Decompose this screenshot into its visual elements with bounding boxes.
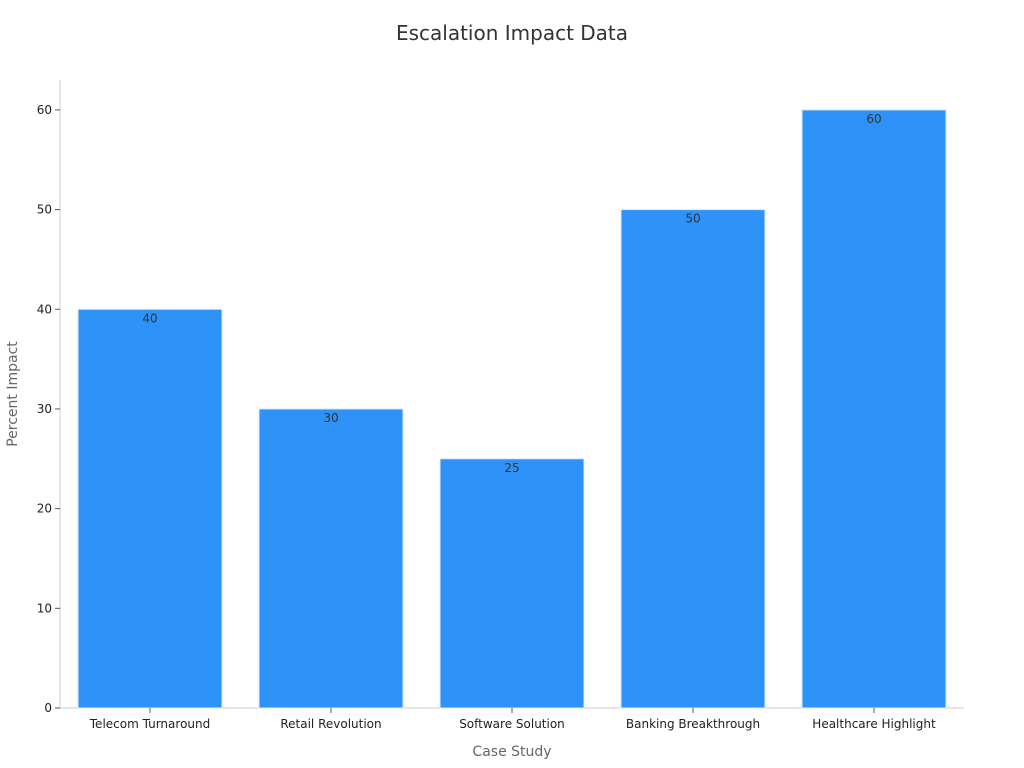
bars: 40 30 25 50 60 <box>77 109 947 709</box>
x-tick-label: Banking Breakthrough <box>626 717 760 731</box>
bar-telecom-turnaround <box>77 308 223 709</box>
y-tick-label: 60 <box>37 103 52 117</box>
bar-value-label: 30 <box>323 411 338 425</box>
x-tick-label: Retail Revolution <box>280 717 381 731</box>
bar-value-label: 40 <box>142 311 157 325</box>
plot-area: 0 10 20 30 40 50 60 40 30 25 50 60 Telecom Turnaro… <box>37 80 964 731</box>
x-axis-label: Case Study <box>472 744 551 760</box>
y-tick-label: 20 <box>37 502 52 516</box>
x-axis-ticks: Telecom Turnaround Retail Revolution Softw… <box>89 708 936 731</box>
y-axis-ticks: 0 10 20 30 40 50 60 <box>37 103 60 715</box>
y-tick-label: 50 <box>37 203 52 217</box>
bar-value-label: 60 <box>866 112 881 126</box>
y-tick-label: 0 <box>44 701 52 715</box>
y-tick-label: 10 <box>37 601 52 615</box>
bar-value-label: 50 <box>685 212 700 226</box>
bar-healthcare-highlight <box>801 109 947 709</box>
bar-value-label: 25 <box>504 461 519 475</box>
x-tick-label: Software Solution <box>459 717 565 731</box>
chart-title: Escalation Impact Data <box>396 21 628 45</box>
y-axis-label: Percent Impact <box>5 341 21 447</box>
x-tick-label: Healthcare Highlight <box>812 717 936 731</box>
bar-retail-revolution <box>258 408 404 709</box>
bar-software-solution <box>439 458 585 709</box>
y-tick-label: 30 <box>37 402 52 416</box>
y-tick-label: 40 <box>37 302 52 316</box>
bar-banking-breakthrough <box>620 209 766 709</box>
x-tick-label: Telecom Turnaround <box>89 717 210 731</box>
